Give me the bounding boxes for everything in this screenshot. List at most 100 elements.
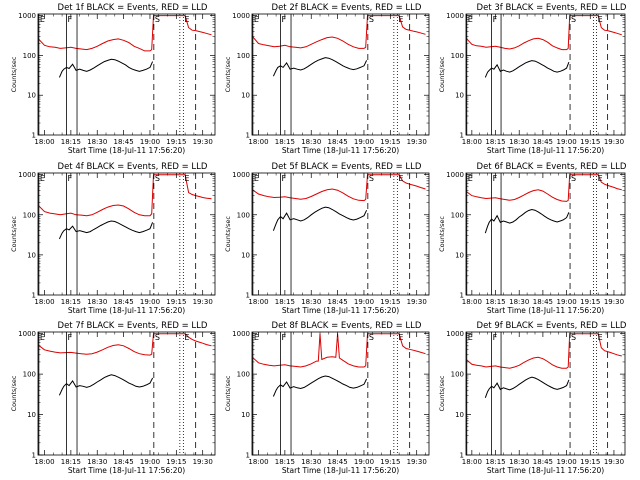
- events-series-line: [484, 376, 570, 398]
- panel-det-4f: Det 4f BLACK = Events, RED = LLD E F S E 1 10 1…: [10, 162, 216, 315]
- plot-title: Det 9f BLACK = Events, RED = LLD: [477, 321, 627, 331]
- series-group: [38, 333, 212, 396]
- event-marker-label: E: [40, 15, 45, 24]
- y-tick-label: 1000: [232, 330, 250, 338]
- y-axis-label: Counts/sec: [224, 56, 232, 92]
- event-marker-label: E: [254, 174, 259, 183]
- plot-title: Det 4f BLACK = Events, RED = LLD: [58, 162, 208, 172]
- series-group: [466, 174, 622, 234]
- y-tick-label: 1: [460, 452, 464, 460]
- events-series-line: [272, 57, 368, 77]
- event-marker-label: E: [398, 15, 403, 24]
- lld-series-line: [466, 174, 622, 202]
- plot-frame: [251, 13, 430, 136]
- plot-frame: [465, 331, 626, 456]
- panel-det-9f: Det 9f BLACK = Events, RED = LLD E F S E 1 10 1…: [438, 321, 627, 475]
- event-marker-label: E: [468, 333, 473, 342]
- x-tick-label: 18:45: [114, 458, 134, 466]
- y-tick-label: 10: [241, 92, 250, 100]
- event-marker-label: E: [598, 15, 603, 24]
- y-tick-label: 1: [460, 132, 464, 140]
- x-tick-label: 18:30: [87, 458, 107, 466]
- panel-det-5f: Det 5f BLACK = Events, RED = LLD E F S E 1 10 1…: [224, 162, 430, 315]
- y-tick-label: 100: [451, 52, 464, 60]
- x-tick-label: 19:00: [556, 298, 576, 306]
- x-tick-label: 19:30: [407, 458, 427, 466]
- x-tick-label: 18:00: [248, 138, 268, 146]
- event-marker-label: E: [468, 174, 473, 183]
- x-tick-label: 19:00: [354, 298, 374, 306]
- y-tick-label: 1000: [232, 12, 250, 20]
- series-group: [38, 15, 212, 78]
- event-marker-label: E: [184, 333, 189, 342]
- plot-frame: [37, 331, 216, 456]
- x-tick-label: 18:15: [485, 298, 505, 306]
- x-tick-label: 18:45: [328, 298, 348, 306]
- x-axis-label: Start Time (18-Jul-11 17:56:20): [68, 466, 185, 475]
- y-tick-label: 1000: [18, 330, 36, 338]
- event-marker-label: S: [155, 333, 160, 342]
- x-tick-label: 19:00: [354, 138, 374, 146]
- x-tick-label: 18:15: [485, 138, 505, 146]
- y-tick-label: 100: [451, 211, 464, 219]
- y-tick-label: 10: [455, 251, 464, 259]
- events-series-line: [272, 375, 368, 397]
- x-tick-label: 19:15: [166, 138, 186, 146]
- y-tick-label: 10: [455, 92, 464, 100]
- series-group: [466, 333, 622, 398]
- y-axis-label: Counts/sec: [438, 216, 446, 252]
- y-tick-label: 100: [23, 371, 36, 379]
- x-tick-label: 19:15: [580, 138, 600, 146]
- events-series-line: [58, 58, 154, 78]
- series-group: [252, 333, 426, 397]
- x-tick-label: 18:45: [328, 458, 348, 466]
- event-marker-label: S: [571, 174, 576, 183]
- plot-title: Det 2f BLACK = Events, RED = LLD: [272, 3, 422, 13]
- event-marker-label: F: [281, 333, 286, 342]
- plot-title: Det 7f BLACK = Events, RED = LLD: [58, 321, 208, 331]
- y-tick-label: 10: [27, 251, 36, 259]
- x-tick-label: 18:45: [114, 298, 134, 306]
- x-tick-label: 19:00: [556, 458, 576, 466]
- x-tick-label: 19:00: [140, 298, 160, 306]
- event-marker-label: S: [155, 15, 160, 24]
- x-tick-label: 18:45: [533, 138, 553, 146]
- x-tick-label: 18:00: [462, 298, 482, 306]
- y-tick-label: 1000: [446, 12, 464, 20]
- x-tick-label: 18:45: [533, 458, 553, 466]
- x-tick-label: 18:15: [485, 458, 505, 466]
- event-marker-label: S: [369, 333, 374, 342]
- y-tick-label: 1000: [18, 171, 36, 179]
- event-marker-label: E: [40, 333, 45, 342]
- event-marker-label: F: [67, 15, 72, 24]
- series-group: [252, 15, 426, 77]
- events-series-line: [272, 206, 368, 231]
- x-axis-label: Start Time (18-Jul-11 17:56:20): [487, 306, 604, 315]
- event-marker-label: E: [398, 333, 403, 342]
- y-tick-label: 100: [237, 211, 250, 219]
- y-tick-label: 100: [23, 211, 36, 219]
- plot-title: Det 5f BLACK = Events, RED = LLD: [272, 162, 422, 172]
- event-marker-label: F: [281, 174, 286, 183]
- y-axis-label: Counts/sec: [10, 375, 18, 411]
- event-marker-label: E: [184, 174, 189, 183]
- event-marker-label: E: [254, 333, 259, 342]
- x-tick-label: 18:15: [61, 298, 81, 306]
- x-tick-label: 19:15: [380, 298, 400, 306]
- y-axis-label: Counts/sec: [438, 56, 446, 92]
- x-tick-label: 18:15: [275, 138, 295, 146]
- x-tick-label: 19:30: [193, 298, 213, 306]
- x-tick-label: 18:45: [533, 298, 553, 306]
- plot-frame: [37, 13, 216, 136]
- y-tick-label: 1: [246, 292, 250, 300]
- y-tick-label: 10: [241, 411, 250, 419]
- event-marker-label: E: [184, 15, 189, 24]
- y-tick-label: 100: [451, 371, 464, 379]
- lld-series-line: [466, 15, 622, 51]
- y-axis-label: Counts/sec: [224, 216, 232, 252]
- x-tick-label: 18:00: [248, 458, 268, 466]
- lld-series-line: [38, 174, 212, 217]
- x-tick-label: 19:30: [193, 138, 213, 146]
- y-tick-label: 10: [241, 251, 250, 259]
